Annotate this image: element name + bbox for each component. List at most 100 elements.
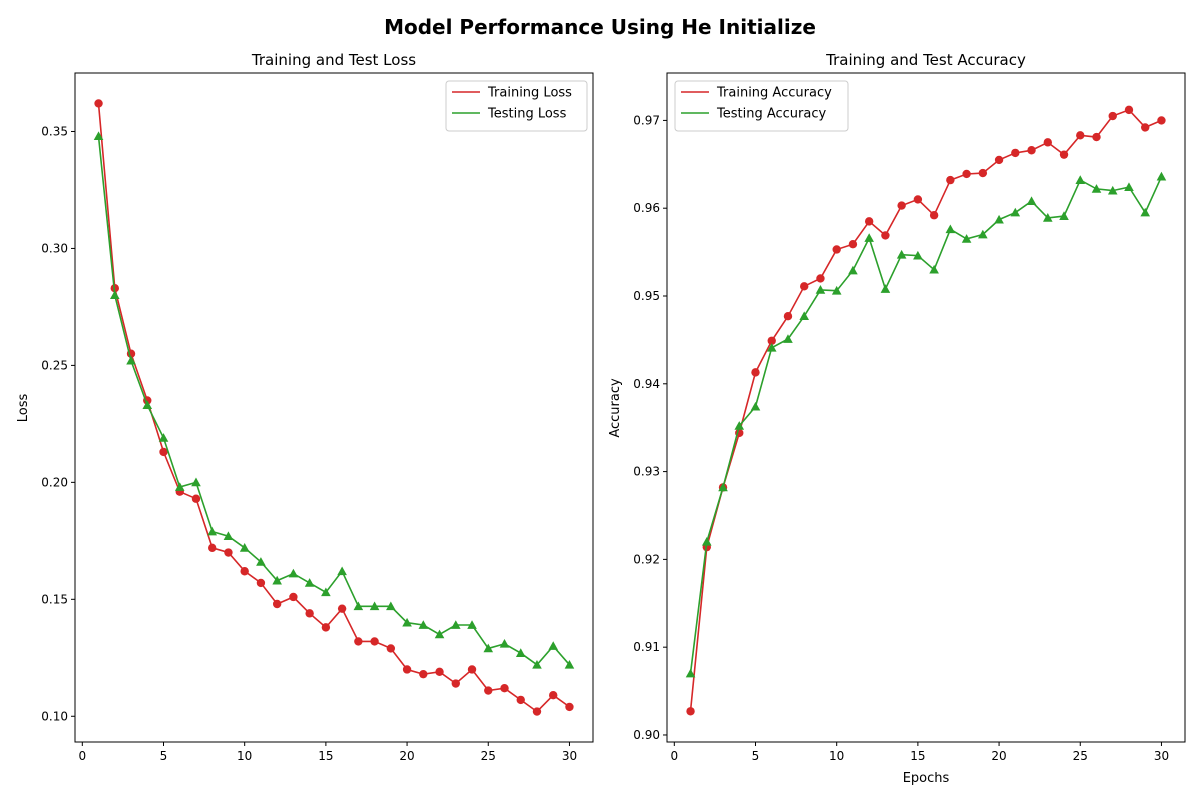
data-point [435, 667, 444, 677]
data-point [831, 285, 842, 295]
data-point [1108, 111, 1117, 121]
data-point [158, 433, 169, 442]
data-point [1092, 132, 1101, 142]
data-point [386, 644, 396, 653]
y-tick-label: 0.92 [633, 552, 660, 566]
series-line-1 [689, 108, 1162, 712]
data-point [881, 231, 890, 240]
x-tick-label: 0 [670, 749, 678, 763]
data-point [564, 660, 575, 669]
legend-label: Training Accuracy [716, 86, 832, 101]
y-tick-label: 0.95 [633, 289, 660, 303]
data-point [402, 617, 412, 627]
x-tick-label: 15 [910, 749, 925, 763]
data-point [467, 620, 477, 629]
x-tick-label: 0 [78, 749, 86, 763]
data-point [1124, 105, 1134, 115]
loss-plot-area: 0 5 10 15 20 25 30 0.10 0.15 0.20 0.25 0.30 0.35 Trai… [41, 72, 594, 763]
x-tick-label: 20 [991, 749, 1006, 763]
x-tick-label: 25 [481, 749, 496, 763]
y-tick-label: 0.93 [633, 465, 660, 479]
data-point [1075, 175, 1086, 184]
data-point [864, 217, 874, 226]
x-tick-label: 20 [399, 749, 414, 763]
y-tick-label: 0.20 [41, 475, 68, 489]
data-point [1010, 207, 1021, 217]
data-point [484, 686, 493, 695]
data-point [751, 368, 760, 377]
loss-chart: Training and Test Loss Loss 0 5 10 15 20 25 30… [16, 51, 594, 763]
data-point [1140, 207, 1151, 217]
data-point [126, 355, 136, 365]
data-point [483, 643, 494, 653]
data-point [1091, 184, 1102, 193]
data-point [1027, 146, 1036, 155]
data-point [450, 620, 461, 629]
data-point [929, 211, 939, 220]
data-point [288, 568, 299, 578]
y-tick-label: 0.97 [633, 113, 660, 127]
data-point [223, 531, 234, 540]
data-point [994, 214, 1004, 224]
data-point [783, 334, 793, 343]
x-tick-label: 15 [318, 749, 333, 763]
data-point [305, 609, 314, 618]
data-point [548, 641, 559, 650]
data-point [1107, 185, 1118, 195]
data-point [685, 668, 696, 678]
data-point [256, 557, 266, 566]
data-point [1059, 150, 1069, 159]
data-point [686, 707, 695, 716]
legend-label: Testing Accuracy [716, 107, 826, 122]
data-point [962, 169, 971, 179]
data-point [419, 669, 428, 679]
axes-frame [666, 72, 1186, 743]
data-point [434, 629, 445, 639]
data-point [256, 578, 266, 588]
data-point [1156, 171, 1167, 181]
data-point [1042, 213, 1053, 222]
data-point [208, 543, 217, 553]
legend-label: Training Loss [487, 86, 572, 101]
y-tick-label: 0.91 [633, 640, 660, 654]
data-point [815, 285, 826, 294]
data-point [816, 274, 825, 283]
x-tick-label: 10 [829, 749, 844, 763]
data-point [978, 229, 988, 239]
data-point [1141, 123, 1150, 132]
x-tick-label: 25 [1073, 749, 1088, 763]
data-point [1059, 211, 1069, 220]
x-tick-label: 5 [752, 749, 760, 763]
loss-chart-title: Training and Test Loss [251, 51, 416, 69]
data-point [897, 201, 906, 210]
data-point [913, 195, 923, 204]
accuracy-y-axis-label: Accuracy [608, 378, 623, 438]
data-point [142, 400, 153, 410]
series-line-1 [97, 103, 570, 713]
y-tick-label: 0.94 [633, 377, 660, 391]
data-point [832, 245, 841, 254]
accuracy-plot-area: 0 5 10 15 20 25 30 0.90 0.91 0.92 0.93 0.94 0.95 0.96… [633, 72, 1186, 763]
data-point [159, 447, 168, 457]
data-point [750, 401, 761, 411]
data-point [929, 264, 939, 274]
data-point [386, 601, 396, 611]
data-point [337, 604, 347, 613]
data-point [1043, 138, 1052, 147]
x-tick-label: 5 [160, 749, 168, 763]
data-point [565, 702, 574, 712]
data-point [783, 311, 793, 321]
data-point [701, 537, 712, 546]
data-point [1076, 131, 1085, 140]
data-point [880, 284, 891, 293]
data-point [191, 477, 201, 487]
data-point [767, 336, 776, 345]
y-tick-label: 0.90 [633, 728, 660, 742]
data-point [337, 566, 347, 576]
figure-title: Model Performance Using He Initialize [384, 15, 816, 39]
data-point [289, 592, 298, 602]
data-point [718, 482, 728, 492]
data-point [224, 548, 233, 557]
y-tick-label: 0.35 [41, 124, 68, 138]
